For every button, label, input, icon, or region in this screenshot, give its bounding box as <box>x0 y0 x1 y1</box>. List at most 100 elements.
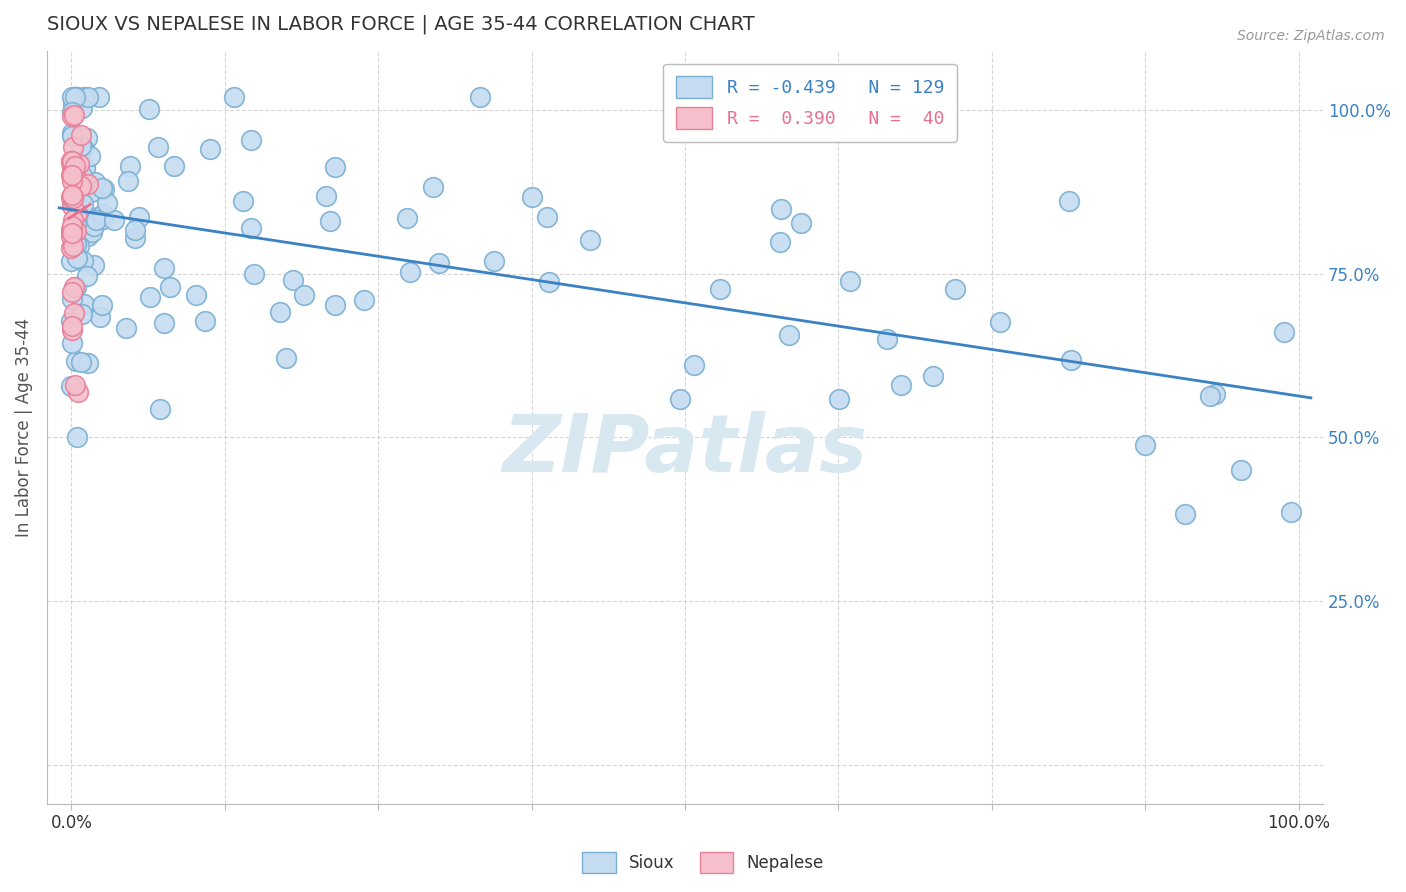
Point <box>482 254 505 268</box>
Point <box>890 378 912 392</box>
Point <box>323 160 346 174</box>
Point <box>222 89 245 103</box>
Point <box>1229 463 1251 477</box>
Point <box>60 318 83 333</box>
Point <box>96 195 118 210</box>
Point <box>62 236 84 251</box>
Point <box>66 251 89 265</box>
Point <box>60 187 83 202</box>
Y-axis label: In Labor Force | Age 35-44: In Labor Force | Age 35-44 <box>15 318 32 537</box>
Point <box>79 148 101 162</box>
Point <box>60 128 83 143</box>
Point <box>67 157 90 171</box>
Point <box>67 188 90 202</box>
Point <box>60 254 83 268</box>
Point <box>60 199 83 213</box>
Point <box>65 163 87 178</box>
Point <box>128 210 150 224</box>
Point <box>60 188 83 202</box>
Point <box>139 290 162 304</box>
Point <box>124 223 146 237</box>
Point <box>93 182 115 196</box>
Point <box>83 258 105 272</box>
Point <box>72 197 94 211</box>
Point <box>709 282 731 296</box>
Point <box>60 153 83 168</box>
Point <box>60 105 83 120</box>
Point <box>60 155 83 169</box>
Point <box>63 89 86 103</box>
Point <box>70 307 93 321</box>
Point <box>60 379 83 393</box>
Point <box>73 89 96 103</box>
Point <box>62 213 84 227</box>
Point <box>1279 505 1302 519</box>
Point <box>60 174 83 188</box>
Text: SIOUX VS NEPALESE IN LABOR FORCE | AGE 35-44 CORRELATION CHART: SIOUX VS NEPALESE IN LABOR FORCE | AGE 3… <box>46 15 755 35</box>
Point <box>319 214 342 228</box>
Point <box>60 190 83 204</box>
Point <box>988 315 1011 329</box>
Point <box>76 131 98 145</box>
Point <box>76 268 98 283</box>
Point <box>77 89 100 103</box>
Point <box>62 140 84 154</box>
Point <box>838 274 860 288</box>
Point <box>60 226 83 240</box>
Point <box>65 224 87 238</box>
Point <box>62 190 84 204</box>
Point <box>67 384 90 399</box>
Point <box>60 194 83 209</box>
Point <box>65 354 87 368</box>
Text: Source: ZipAtlas.com: Source: ZipAtlas.com <box>1237 29 1385 43</box>
Point <box>69 238 91 252</box>
Point <box>876 332 898 346</box>
Point <box>194 314 217 328</box>
Point <box>62 239 84 253</box>
Point <box>269 305 291 319</box>
Point <box>1199 389 1222 403</box>
Point <box>828 392 851 406</box>
Point <box>89 89 111 103</box>
Point <box>315 189 337 203</box>
Point <box>62 280 84 294</box>
Point <box>682 358 704 372</box>
Point <box>60 109 83 123</box>
Point <box>149 402 172 417</box>
Point <box>86 211 108 225</box>
Point <box>103 213 125 227</box>
Point <box>60 154 83 169</box>
Point <box>65 237 87 252</box>
Point <box>62 89 84 103</box>
Point <box>242 268 264 282</box>
Point <box>117 174 139 188</box>
Point <box>72 141 94 155</box>
Point <box>60 127 83 141</box>
Point <box>62 97 84 112</box>
Point <box>82 225 104 239</box>
Point <box>768 235 790 249</box>
Point <box>62 171 84 186</box>
Point <box>669 392 692 407</box>
Point <box>60 323 83 337</box>
Point <box>60 223 83 237</box>
Point <box>153 261 176 276</box>
Point <box>69 155 91 169</box>
Point <box>70 128 93 143</box>
Point <box>1060 353 1083 368</box>
Point <box>60 285 83 300</box>
Point <box>65 89 87 103</box>
Point <box>70 355 93 369</box>
Point <box>90 181 112 195</box>
Point <box>239 221 262 235</box>
Point <box>91 212 114 227</box>
Point <box>198 142 221 156</box>
Point <box>73 161 96 175</box>
Point <box>579 233 602 247</box>
Legend: R = -0.439   N = 129, R =  0.390   N =  40: R = -0.439 N = 129, R = 0.390 N = 40 <box>664 63 956 142</box>
Point <box>124 231 146 245</box>
Point <box>73 297 96 311</box>
Point <box>395 211 418 225</box>
Legend: Sioux, Nepalese: Sioux, Nepalese <box>575 846 831 880</box>
Point <box>398 265 420 279</box>
